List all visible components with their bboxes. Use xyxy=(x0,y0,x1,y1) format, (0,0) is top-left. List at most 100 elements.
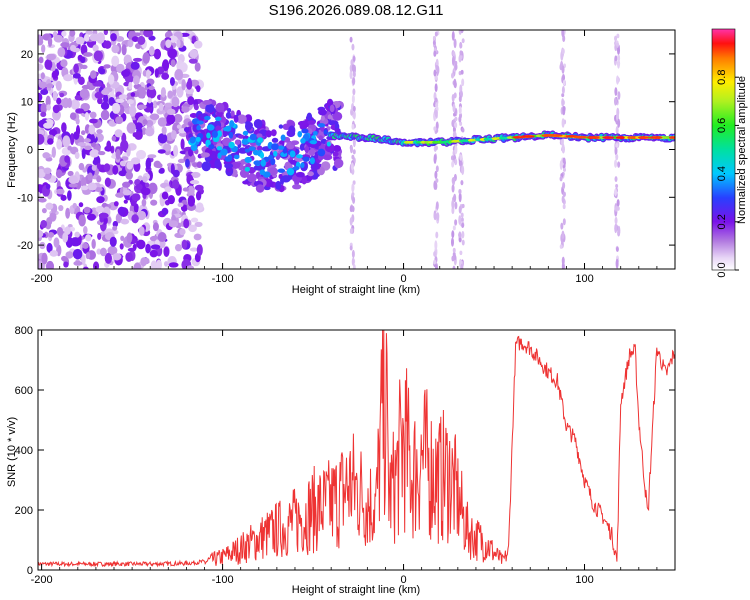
spectrogram-cell xyxy=(450,237,454,247)
spectrogram-cell xyxy=(227,108,232,113)
spectrogram-cell xyxy=(81,148,86,160)
spectrogram-cell xyxy=(196,125,201,131)
spectrogram-cell xyxy=(179,62,188,73)
spectrogram-cell xyxy=(617,161,621,168)
spectrogram-cell xyxy=(349,245,353,251)
spectrogram-cell xyxy=(561,85,565,95)
spectrogram-cell xyxy=(460,30,464,34)
spectrogram-cell xyxy=(561,230,565,240)
spectrogram-cell xyxy=(560,222,564,230)
spectrogram-cell xyxy=(244,148,251,153)
spectrogram-cell xyxy=(332,111,343,121)
spectrogram-cell xyxy=(38,81,47,89)
spectrogram-cell xyxy=(436,65,440,75)
spectrogram-cell xyxy=(81,130,86,136)
spectrogram-cell xyxy=(72,202,77,209)
spectrogram-cell xyxy=(146,87,157,99)
spectrogram-cell xyxy=(614,159,618,168)
spectrogram-cell xyxy=(351,183,355,193)
spectrogram-cell xyxy=(234,139,241,145)
spectrogram-cell xyxy=(65,207,71,219)
spectrogram-cell xyxy=(72,73,81,79)
spectrogram-cell xyxy=(454,145,458,155)
spectrogram-cell xyxy=(75,124,81,137)
spectrogram-cell xyxy=(179,228,186,236)
spectrogram-cell xyxy=(115,98,125,103)
spectrogram-cell xyxy=(352,196,356,204)
spectrogram-cell xyxy=(75,108,85,114)
y-tick-label: 20 xyxy=(21,49,33,61)
spectrogram-cell xyxy=(107,74,115,85)
spectrogram-cell xyxy=(115,213,123,224)
spectrogram-cell xyxy=(126,232,133,244)
spectrogram-cell xyxy=(45,95,51,108)
spectrogram-cell xyxy=(61,255,68,262)
spectrogram-cell xyxy=(562,167,566,172)
spectrogram-cell xyxy=(332,145,342,152)
spectrogram-cell xyxy=(176,39,181,48)
spectrogram-cell xyxy=(459,50,463,56)
spectrogram-cell xyxy=(349,71,353,80)
spectrogram-cell xyxy=(617,91,621,100)
spectrogram-cell xyxy=(163,246,170,257)
spectrogram-cell xyxy=(103,40,112,49)
spectrogram-cell xyxy=(126,161,134,170)
spectrogram-cell xyxy=(67,170,74,177)
spectrogram-cell xyxy=(89,149,100,158)
spectrogram-cell xyxy=(69,30,76,37)
spectrogram-cell xyxy=(195,136,201,142)
spectrogram-cell xyxy=(95,205,105,213)
y-tick-label: 800 xyxy=(15,325,33,337)
spectrogram-cell xyxy=(82,266,89,269)
spectrogram-cell xyxy=(137,35,146,45)
spectrogram-cell xyxy=(454,116,458,122)
spectrogram-cell xyxy=(133,262,142,269)
spectrogram-cell xyxy=(128,105,137,117)
colorbar-ticks: 0.0 0.2 0.4 0.6 0.8 xyxy=(716,70,739,278)
spectrogram-cell xyxy=(310,164,319,171)
spectrogram-cell xyxy=(56,97,62,105)
y-tick-label: 10 xyxy=(21,97,33,109)
spectrogram-cell xyxy=(237,134,245,139)
spectrogram-cell xyxy=(80,185,89,191)
spectrogram-cell xyxy=(97,232,102,240)
spectrogram-cell xyxy=(268,167,279,176)
spectrogram-cell xyxy=(351,94,355,104)
spectrogram-cell xyxy=(352,137,356,148)
spectrogram-cell xyxy=(157,149,166,154)
spectrogram-cell xyxy=(47,36,53,47)
spectrogram-cell xyxy=(200,152,210,158)
spectrogram-cell xyxy=(189,112,198,118)
spectrogram-cell xyxy=(562,181,566,190)
spectrogram-cell xyxy=(118,170,128,177)
spectrogram-cell xyxy=(616,199,620,207)
y-tick-label: 400 xyxy=(15,445,33,457)
spectrogram-cell xyxy=(115,148,121,160)
spectrogram-cell xyxy=(92,44,99,52)
spectrogram-cell xyxy=(55,80,62,91)
colorbar-gradient xyxy=(711,28,736,271)
spectrogram-cell xyxy=(318,135,324,141)
spectrogram-cell xyxy=(270,129,277,137)
spectrogram-cell xyxy=(186,265,195,269)
spectrogram-cell xyxy=(220,148,228,156)
spectrogram-cell xyxy=(614,55,618,62)
spectrogram-cell xyxy=(458,231,462,240)
spectrogram-cell xyxy=(56,188,65,195)
spectrogram-cell xyxy=(300,138,306,144)
spectrogram-cell xyxy=(43,122,53,129)
spectrogram-cell xyxy=(615,153,619,161)
spectrogram-cell xyxy=(53,34,64,43)
spectrogram-cell xyxy=(214,159,221,170)
spectrogram-cell xyxy=(92,159,98,166)
spectrogram-cell xyxy=(87,172,93,181)
spectrogram-cell xyxy=(350,59,354,67)
spectrogram-cell xyxy=(124,75,134,84)
spectrogram-cell xyxy=(615,143,619,148)
spectrogram-cell xyxy=(451,184,455,193)
spectrogram-cell xyxy=(452,103,456,113)
spectrogram-cell xyxy=(115,192,125,198)
spectrogram-cell xyxy=(458,205,462,214)
spectrogram-cell xyxy=(38,56,44,64)
spectrogram-cell xyxy=(40,102,47,115)
